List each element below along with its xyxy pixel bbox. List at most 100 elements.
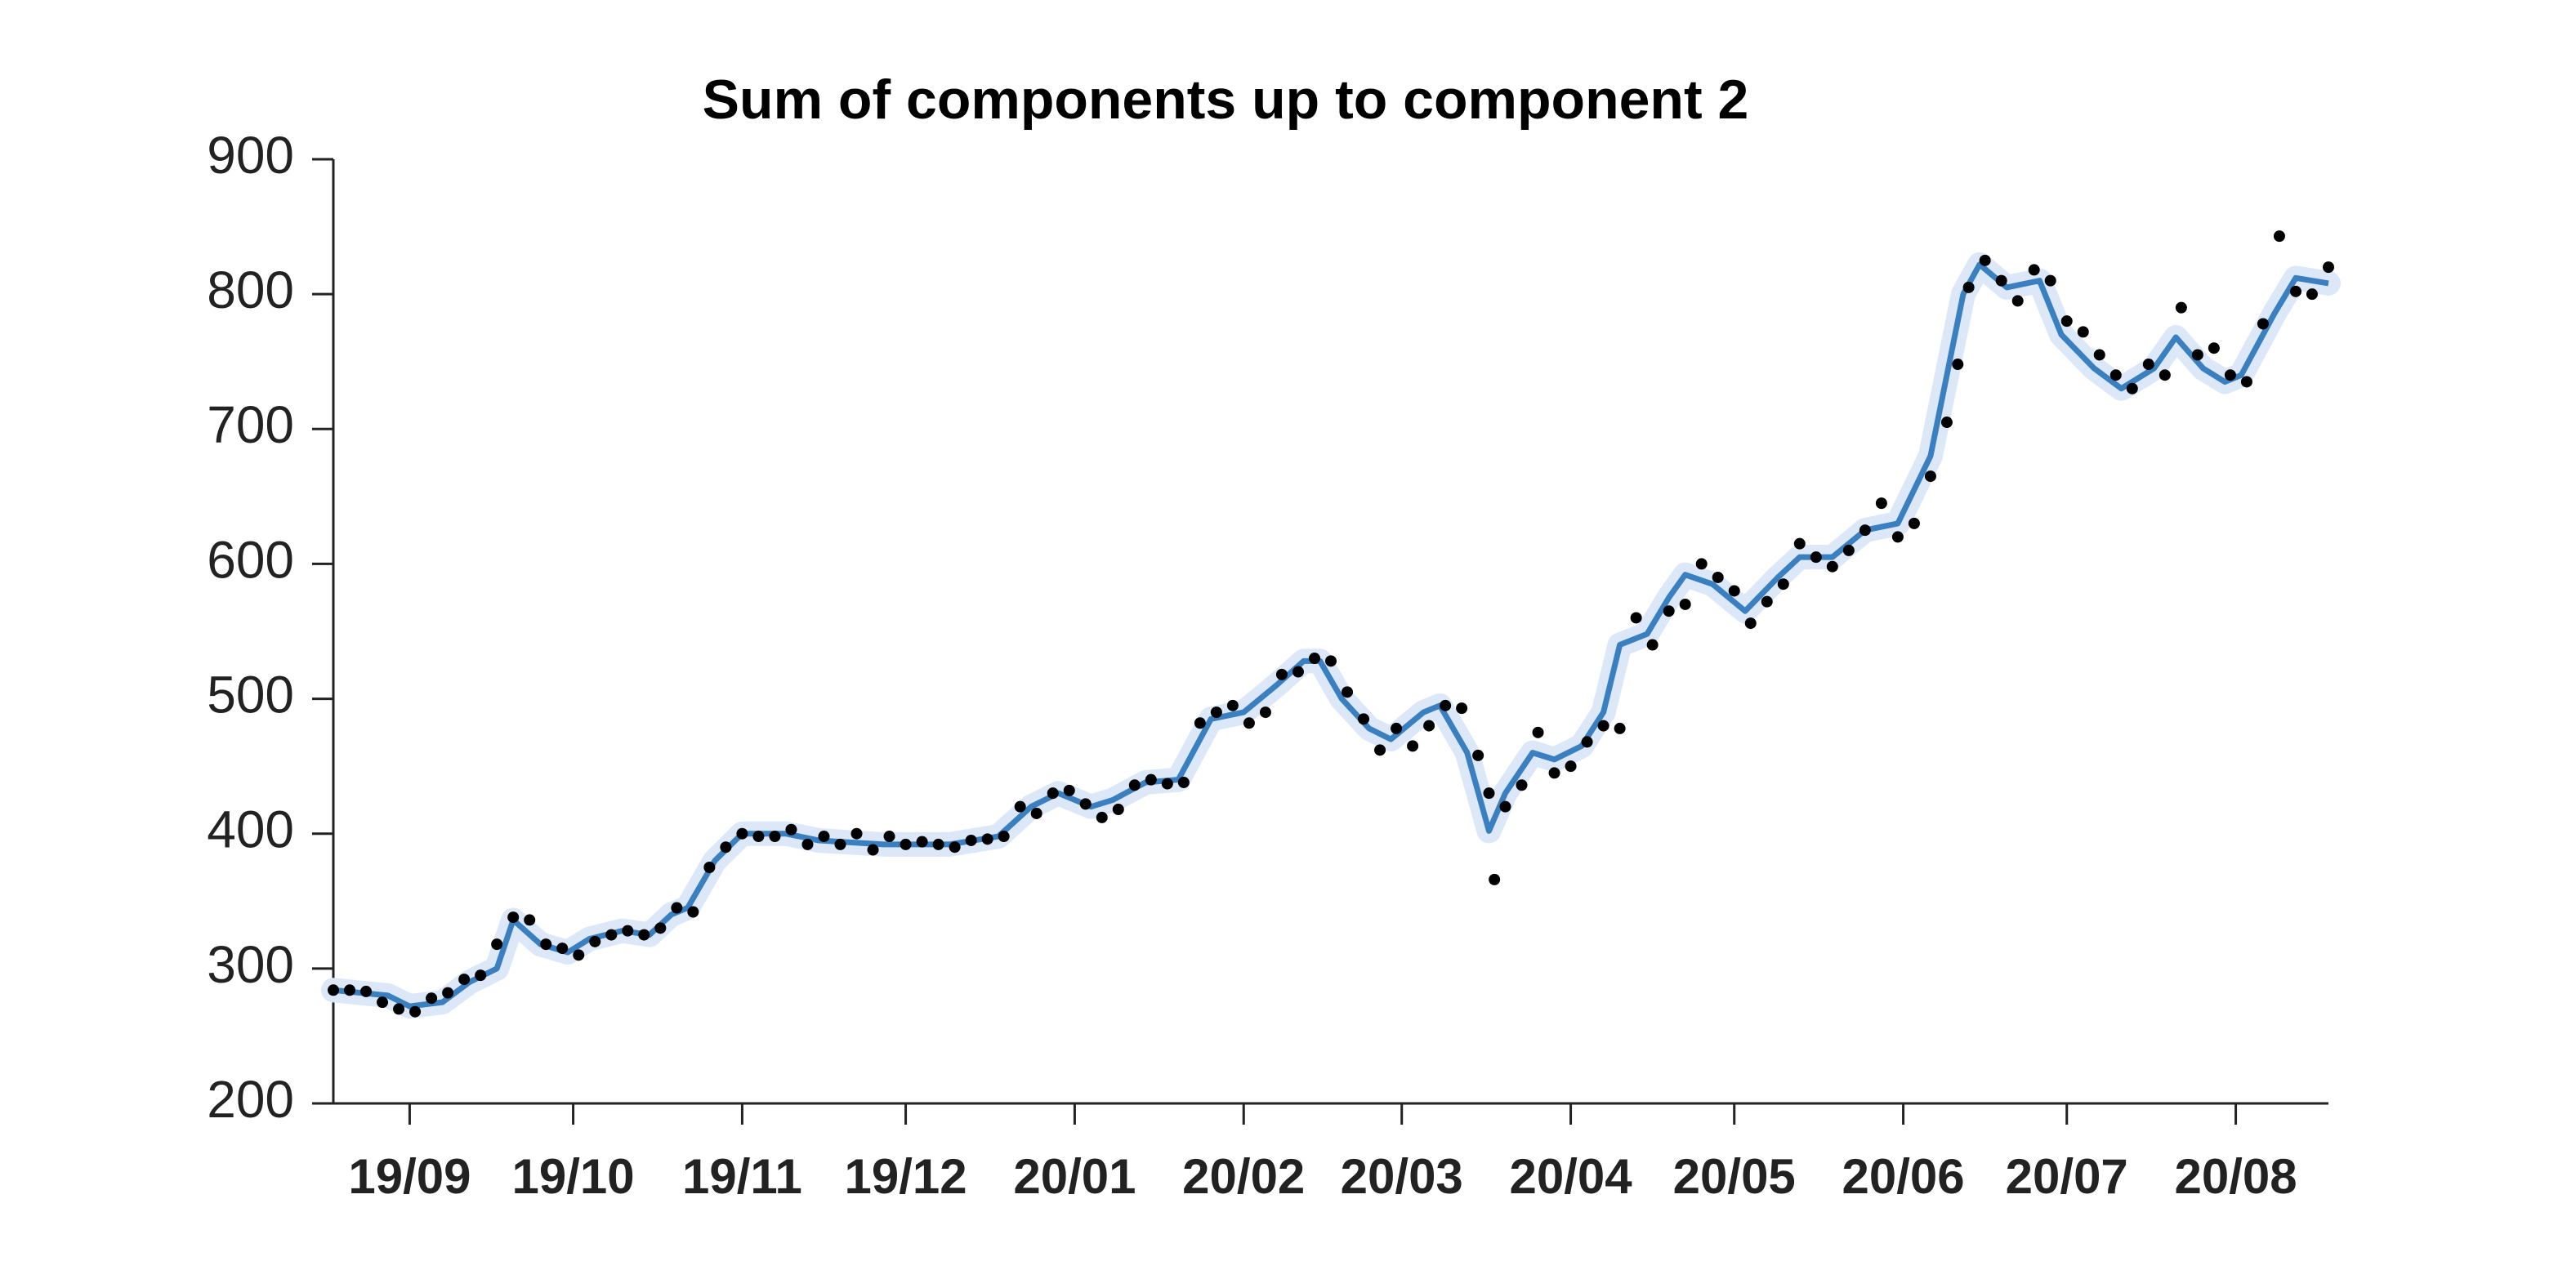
y-tick-label: 700 bbox=[207, 395, 294, 454]
data-point bbox=[328, 984, 339, 996]
x-tick-label: 20/03 bbox=[1341, 1149, 1463, 1204]
data-point bbox=[1565, 760, 1577, 773]
data-point bbox=[900, 838, 912, 850]
data-point bbox=[1259, 706, 1271, 719]
data-point bbox=[605, 929, 618, 941]
x-tick-label: 19/12 bbox=[844, 1149, 967, 1204]
data-point bbox=[1047, 787, 1059, 800]
data-point bbox=[2044, 274, 2056, 287]
chart-title: Sum of components up to component 2 bbox=[703, 69, 1749, 131]
data-point bbox=[1128, 779, 1141, 791]
data-point bbox=[475, 969, 487, 982]
data-point bbox=[1597, 720, 1609, 732]
data-point bbox=[1472, 749, 1484, 761]
x-tick-label: 19/11 bbox=[682, 1149, 802, 1204]
data-point bbox=[1483, 787, 1495, 800]
data-point bbox=[916, 836, 928, 848]
data-point bbox=[1663, 605, 1675, 617]
y-tick-label: 500 bbox=[207, 665, 294, 724]
y-tick-label: 200 bbox=[207, 1070, 294, 1129]
data-point bbox=[1744, 617, 1757, 630]
data-point bbox=[949, 841, 961, 853]
x-tick-label: 20/07 bbox=[2006, 1149, 2128, 1204]
data-point bbox=[2323, 261, 2334, 274]
x-tick-label: 20/04 bbox=[1509, 1149, 1632, 1204]
data-point bbox=[1712, 571, 1724, 583]
data-point bbox=[1679, 598, 1691, 610]
data-point bbox=[2077, 326, 2089, 338]
data-point bbox=[589, 935, 601, 947]
data-point bbox=[1842, 544, 1855, 556]
data-point bbox=[1440, 699, 1452, 711]
data-point bbox=[1728, 585, 1740, 597]
data-point bbox=[785, 823, 797, 836]
x-tick-label: 20/01 bbox=[1013, 1149, 1136, 1204]
data-point bbox=[1995, 274, 2007, 287]
data-point bbox=[1030, 807, 1042, 819]
data-point bbox=[981, 833, 993, 845]
data-point bbox=[1374, 744, 1386, 756]
data-point bbox=[1194, 717, 1206, 729]
data-point bbox=[834, 838, 846, 850]
data-point bbox=[1777, 578, 1789, 591]
y-tick-label: 800 bbox=[207, 261, 294, 319]
data-point bbox=[1112, 803, 1124, 815]
data-point bbox=[1630, 612, 1642, 624]
data-point bbox=[2126, 382, 2138, 394]
data-point bbox=[965, 834, 977, 846]
data-point bbox=[867, 844, 879, 856]
data-point bbox=[1924, 470, 1936, 483]
data-point bbox=[1891, 531, 1904, 543]
data-point bbox=[769, 831, 781, 843]
y-tick-label: 300 bbox=[207, 935, 294, 994]
data-point bbox=[801, 838, 814, 850]
data-point bbox=[1875, 497, 1887, 510]
data-point bbox=[736, 827, 748, 840]
data-point bbox=[1063, 784, 1075, 796]
data-point bbox=[1177, 776, 1190, 788]
data-point bbox=[2175, 301, 2187, 314]
data-point bbox=[752, 831, 765, 843]
data-point bbox=[2060, 315, 2073, 328]
data-point bbox=[932, 838, 944, 850]
data-point bbox=[818, 831, 830, 843]
y-tick-label: 600 bbox=[207, 530, 294, 589]
data-point bbox=[491, 938, 503, 951]
data-point bbox=[360, 985, 373, 997]
data-point bbox=[377, 996, 389, 1009]
data-point bbox=[1014, 800, 1026, 813]
data-point bbox=[1499, 800, 1511, 813]
x-tick-label: 20/06 bbox=[1842, 1149, 1964, 1204]
data-point bbox=[1423, 720, 1435, 732]
data-point bbox=[1614, 722, 1626, 734]
data-point bbox=[1695, 558, 1708, 570]
data-point bbox=[1962, 281, 1975, 293]
x-tick-label: 19/10 bbox=[511, 1149, 634, 1204]
data-point bbox=[1646, 639, 1659, 651]
data-point bbox=[850, 827, 863, 840]
data-point bbox=[1391, 722, 1403, 734]
data-point bbox=[2011, 295, 2024, 307]
data-point bbox=[638, 929, 650, 941]
data-point bbox=[540, 938, 552, 951]
data-point bbox=[883, 831, 895, 843]
y-tick-label: 900 bbox=[207, 126, 294, 185]
data-point bbox=[2240, 376, 2252, 388]
fit-band bbox=[321, 252, 2341, 1019]
data-point bbox=[2028, 264, 2040, 276]
data-point bbox=[671, 902, 683, 914]
data-point bbox=[2289, 285, 2301, 297]
data-point bbox=[1489, 873, 1501, 885]
data-point bbox=[1325, 655, 1337, 667]
data-point bbox=[1761, 595, 1773, 608]
data-point bbox=[2257, 318, 2269, 330]
x-tick-label: 20/05 bbox=[1673, 1149, 1796, 1204]
data-point bbox=[2208, 342, 2220, 354]
data-point bbox=[524, 914, 536, 926]
data-point bbox=[1407, 740, 1419, 752]
data-point bbox=[2109, 369, 2122, 381]
data-point bbox=[344, 984, 356, 996]
data-point bbox=[1096, 811, 1108, 823]
data-point bbox=[703, 862, 716, 873]
data-point bbox=[1275, 668, 1288, 680]
